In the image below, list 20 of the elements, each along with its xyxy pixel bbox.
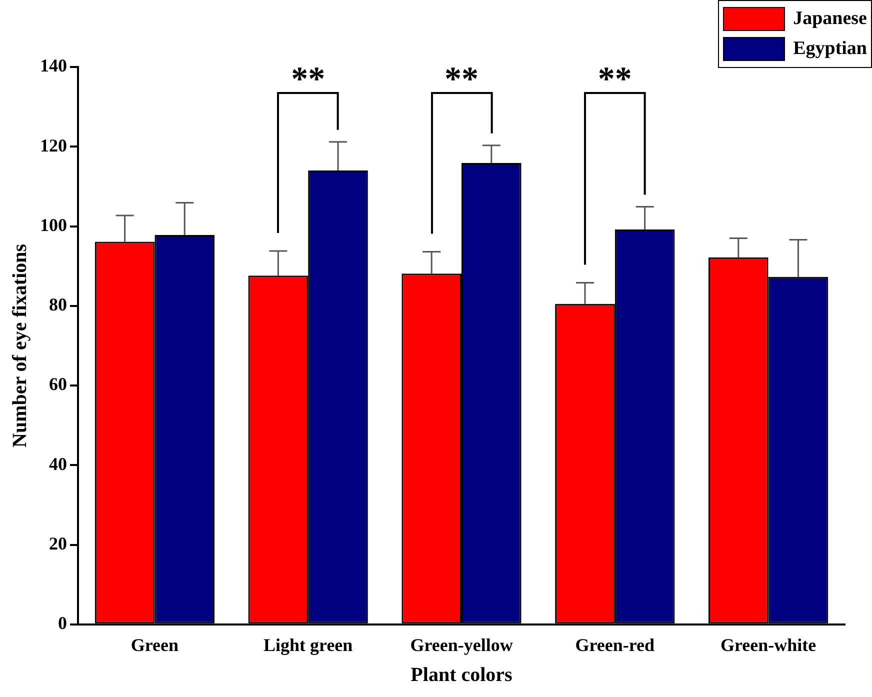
y-tick-label: 140	[40, 56, 67, 76]
y-tick-label: 40	[49, 454, 67, 474]
x-axis-title: Plant colors	[410, 664, 513, 686]
y-tick-label: 0	[58, 613, 67, 634]
x-tick-label: Green-yellow	[410, 634, 513, 655]
annotation: **	[598, 61, 632, 98]
x-tick-label: Light green	[264, 634, 353, 655]
annotation: **	[291, 61, 326, 98]
y-axis-title: Number of eye fixations	[9, 244, 32, 448]
x-tick-label: Green	[130, 634, 179, 655]
annotation: **	[444, 61, 478, 98]
y-tick-label: 20	[49, 533, 67, 554]
legend-label: Egyptian	[793, 38, 867, 60]
x-tick-label: Green-white	[720, 634, 816, 655]
y-tick-label: 100	[40, 214, 67, 235]
x-tick-label: Green-red	[575, 634, 655, 655]
legend-label: Japanese	[793, 8, 867, 30]
y-tick-label: 60	[49, 374, 67, 394]
y-tick-label: 120	[40, 135, 67, 156]
y-tick-label: 80	[49, 294, 67, 315]
